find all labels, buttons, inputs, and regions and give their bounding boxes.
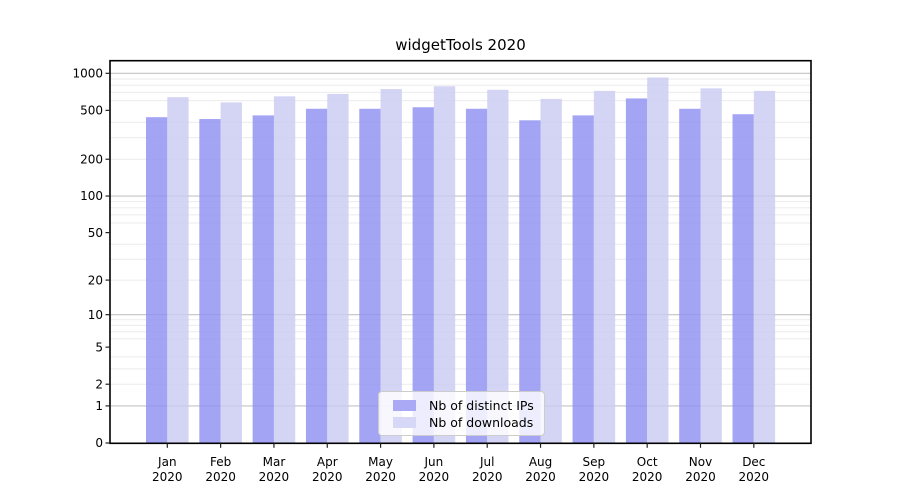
bar-downloads-nov <box>700 88 722 444</box>
x-tick-label-year-sep: 2020 <box>579 470 610 484</box>
y-tick-label-500: 500 <box>80 104 103 118</box>
bar-distinct-ips-jun <box>412 107 434 444</box>
x-tick-label-year-oct: 2020 <box>632 470 663 484</box>
legend-item-downloads: Nb of downloads <box>393 415 536 430</box>
x-tick-label-feb: Feb <box>210 455 231 469</box>
bar-downloads-dec <box>753 90 776 444</box>
y-tick-label-5: 5 <box>95 340 103 354</box>
legend-swatch-distinct-ips <box>393 400 416 411</box>
bar-distinct-ips-may <box>359 108 381 444</box>
x-tick-label-dec: Dec <box>742 455 765 469</box>
x-tick-label-year-may: 2020 <box>365 470 396 484</box>
axes-frame <box>109 59 812 445</box>
bar-distinct-ips-aug <box>519 120 541 444</box>
legend-label-distinct-ips: Nb of distinct IPs <box>429 398 534 413</box>
x-tick-label-oct: Oct <box>637 455 658 469</box>
bar-downloads-jan <box>167 97 189 444</box>
x-tick-label-year-aug: 2020 <box>525 470 556 484</box>
x-tick-label-jul: Jul <box>479 455 494 469</box>
bar-distinct-ips-jan <box>146 117 168 444</box>
legend-label-downloads: Nb of downloads <box>429 415 534 430</box>
y-tick-label-1000: 1000 <box>72 67 103 81</box>
x-tick-label-year-nov: 2020 <box>685 470 716 484</box>
bar-distinct-ips-jul <box>465 108 488 444</box>
bar-distinct-ips-feb <box>199 119 221 444</box>
legend: Nb of distinct IPs Nb of downloads <box>378 391 545 436</box>
y-tick-label-50: 50 <box>88 226 103 240</box>
x-tick-label-year-dec: 2020 <box>739 470 770 484</box>
y-tick-label-10: 10 <box>88 308 103 322</box>
legend-swatch-downloads <box>393 417 416 428</box>
y-tick-label-200: 200 <box>80 152 103 166</box>
bar-downloads-apr <box>327 93 349 444</box>
bar-distinct-ips-oct <box>625 98 648 444</box>
y-tick-label-20: 20 <box>88 273 103 287</box>
bar-distinct-ips-apr <box>305 108 328 444</box>
x-tick-label-year-feb: 2020 <box>205 470 236 484</box>
bar-distinct-ips-mar <box>252 115 274 444</box>
x-tick-label-nov: Nov <box>689 455 712 469</box>
bar-downloads-aug <box>540 98 562 444</box>
bar-downloads-mar <box>273 96 296 444</box>
chart-title: widgetTools 2020 <box>395 36 526 54</box>
y-tick-label-2: 2 <box>95 377 103 391</box>
x-tick-label-year-jul: 2020 <box>472 470 503 484</box>
bar-distinct-ips-dec <box>732 114 754 444</box>
bar-distinct-ips-nov <box>679 108 701 444</box>
bar-distinct-ips-sep <box>572 115 594 444</box>
y-tick-label-1: 1 <box>95 399 103 413</box>
x-tick-label-year-mar: 2020 <box>259 470 290 484</box>
y-tick-label-100: 100 <box>80 189 103 203</box>
bar-downloads-sep <box>593 90 616 444</box>
x-tick-label-year-apr: 2020 <box>312 470 343 484</box>
x-tick-label-jun: Jun <box>424 455 444 469</box>
bar-downloads-may <box>380 89 402 444</box>
x-tick-label-sep: Sep <box>583 455 606 469</box>
x-tick-label-year-jan: 2020 <box>152 470 183 484</box>
legend-item-distinct-ips: Nb of distinct IPs <box>393 398 536 413</box>
bar-downloads-jul <box>487 89 509 444</box>
x-tick-label-jan: Jan <box>157 455 177 469</box>
y-tick-label-0: 0 <box>95 436 103 450</box>
bar-downloads-feb <box>220 102 242 444</box>
x-tick-label-year-jun: 2020 <box>419 470 450 484</box>
x-tick-label-mar: Mar <box>263 455 286 469</box>
x-tick-label-apr: Apr <box>317 455 338 469</box>
bar-downloads-jun <box>433 86 456 444</box>
bar-downloads-oct <box>647 77 669 444</box>
x-tick-label-may: May <box>368 455 393 469</box>
x-tick-label-aug: Aug <box>529 455 552 469</box>
